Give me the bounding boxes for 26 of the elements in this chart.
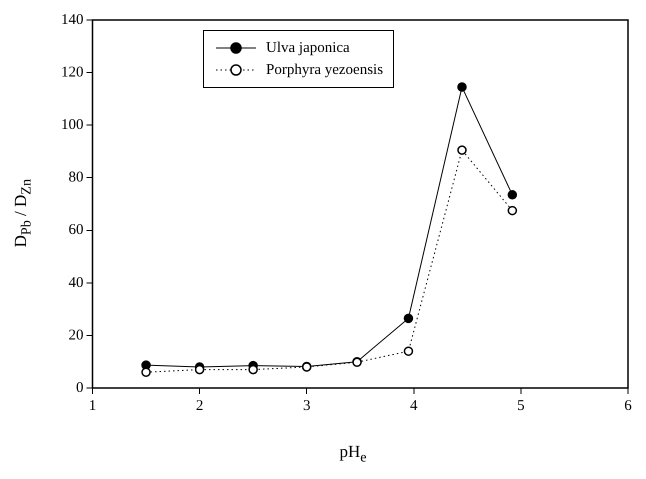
x-tick-label: 2	[196, 398, 204, 414]
x-tick-label: 4	[410, 398, 418, 414]
legend-label: Ulva japonica	[266, 40, 350, 56]
y-tick-label: 80	[68, 170, 84, 186]
point	[457, 82, 467, 92]
y-tick-label: 0	[76, 380, 84, 396]
point	[194, 364, 204, 374]
point	[404, 346, 414, 356]
x-tick-label: 5	[517, 398, 525, 414]
y-tick-label: 120	[61, 64, 84, 81]
point	[248, 364, 258, 374]
x-tick-label: 6	[624, 398, 632, 414]
point	[141, 367, 151, 377]
point	[404, 314, 414, 324]
y-tick-label: 100	[61, 117, 84, 134]
point	[508, 206, 518, 216]
x-axis-title: pH$_{e}$	[338, 442, 368, 466]
x-tick-label: 1	[88, 398, 96, 414]
y-tick-label: 20	[68, 327, 84, 344]
x-tick-label: 3	[302, 398, 310, 414]
y-tick-label: 40	[68, 274, 84, 291]
y-tick-label: 140	[61, 12, 84, 28]
point	[508, 190, 518, 200]
y-tick-label: 60	[68, 222, 84, 238]
legend-label: Porphyra yezoensis	[266, 62, 384, 78]
point	[457, 145, 467, 155]
